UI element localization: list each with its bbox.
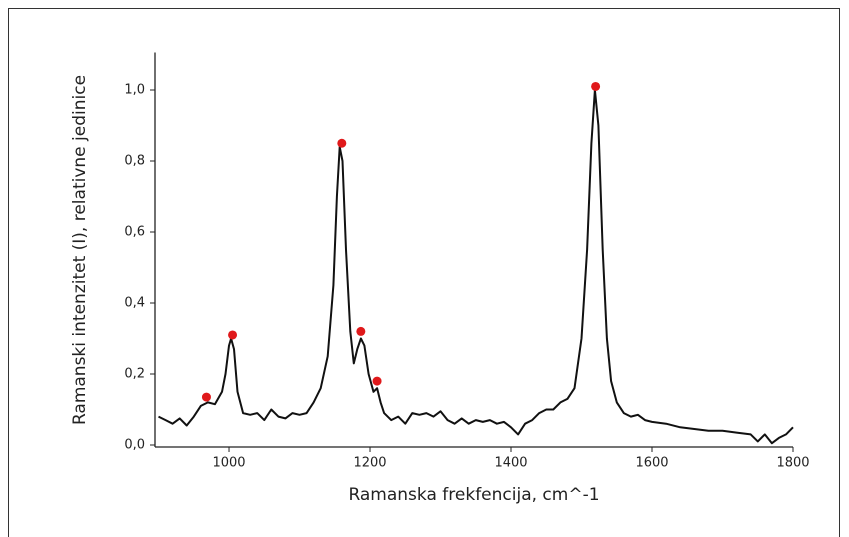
x-tick-label: 1400 <box>494 456 527 471</box>
x-axis-title: Ramanska frekfencija, cm^-1 <box>348 485 599 505</box>
peak-marker <box>356 326 366 336</box>
peak-marker <box>372 376 382 386</box>
peak-marker <box>337 138 347 148</box>
y-tick-label: 0,0 <box>124 438 145 453</box>
peak-marker <box>201 392 211 402</box>
x-tick-label: 1800 <box>776 456 809 471</box>
y-tick-label: 1,0 <box>124 83 145 98</box>
spectrum-line <box>158 89 794 445</box>
x-tick-label: 1000 <box>212 456 245 471</box>
x-tick-label: 1200 <box>353 456 386 471</box>
y-tick-label: 0,2 <box>124 367 145 382</box>
y-tick-label: 0,8 <box>124 154 145 169</box>
y-tick-label: 0,6 <box>124 225 145 240</box>
peak-marker <box>591 81 601 91</box>
x-tick-label: 1600 <box>635 456 668 471</box>
y-axis-title: Ramanski intenzitet (I), relativne jedin… <box>70 75 90 425</box>
frame <box>8 8 840 537</box>
y-tick-label: 0,4 <box>124 296 145 311</box>
peak-marker <box>228 330 238 340</box>
